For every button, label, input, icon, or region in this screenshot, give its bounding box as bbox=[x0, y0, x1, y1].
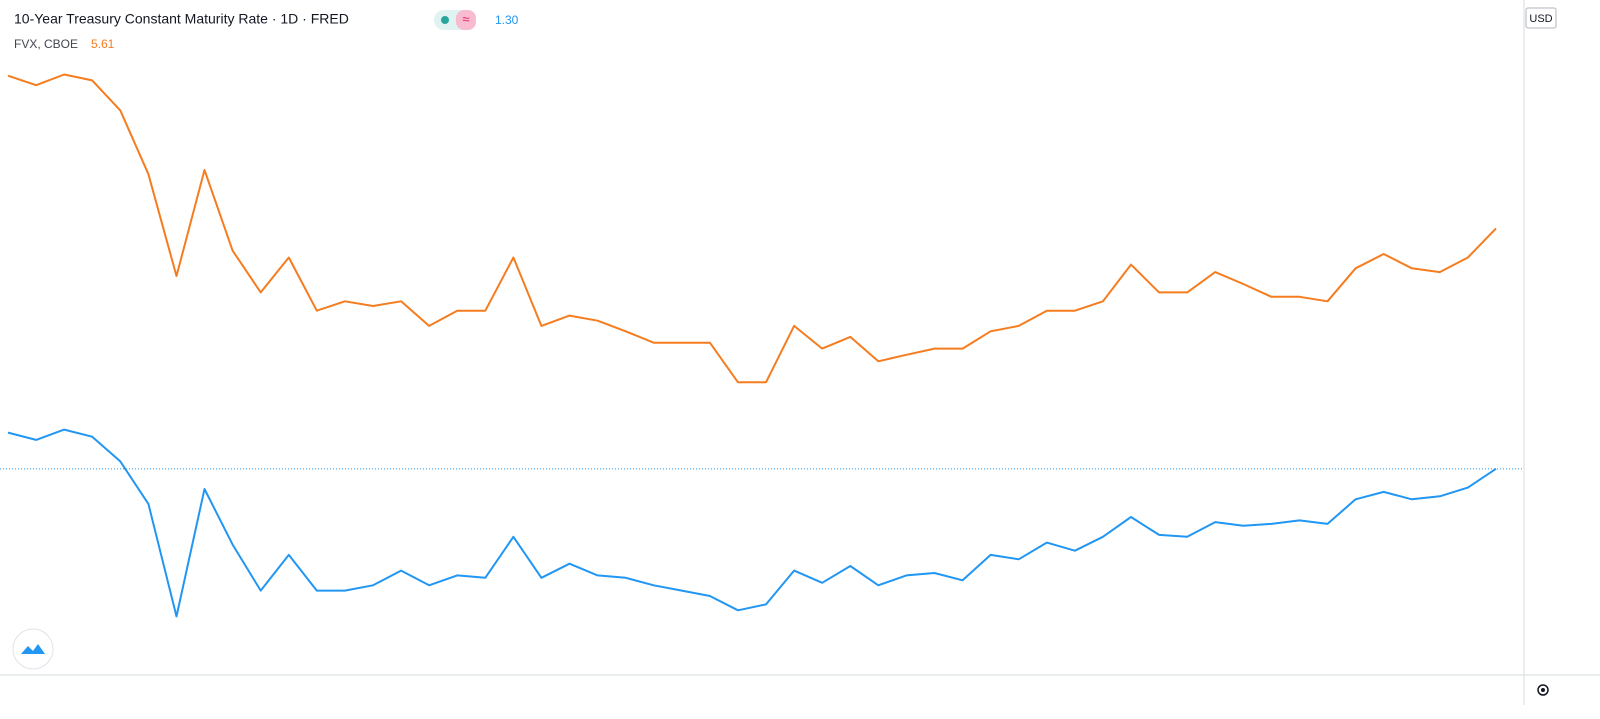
legend-title: 10-Year Treasury Constant Maturity Rate … bbox=[14, 11, 349, 27]
logo[interactable] bbox=[12, 628, 54, 670]
plot bbox=[0, 73, 1524, 618]
gear-center bbox=[1541, 688, 1545, 692]
icon-approx: ≈ bbox=[462, 11, 469, 26]
unit-box bbox=[1525, 7, 1557, 29]
logo-shape bbox=[21, 644, 45, 654]
legend-value: 5.61 bbox=[91, 37, 115, 51]
legend-series: FVX, CBOE bbox=[14, 37, 78, 51]
y-axis-label: USD bbox=[1529, 13, 1552, 25]
icon-pill-right bbox=[456, 10, 476, 30]
series-line bbox=[7, 428, 1497, 618]
icon-dot bbox=[441, 16, 449, 24]
settings-icon[interactable] bbox=[1537, 684, 1549, 696]
gear bbox=[1537, 684, 1549, 696]
legend-value: 1.30 bbox=[495, 13, 519, 27]
series-line bbox=[7, 73, 1497, 384]
legend-icons[interactable]: ≈ bbox=[434, 10, 476, 30]
logo-circle bbox=[12, 628, 54, 670]
